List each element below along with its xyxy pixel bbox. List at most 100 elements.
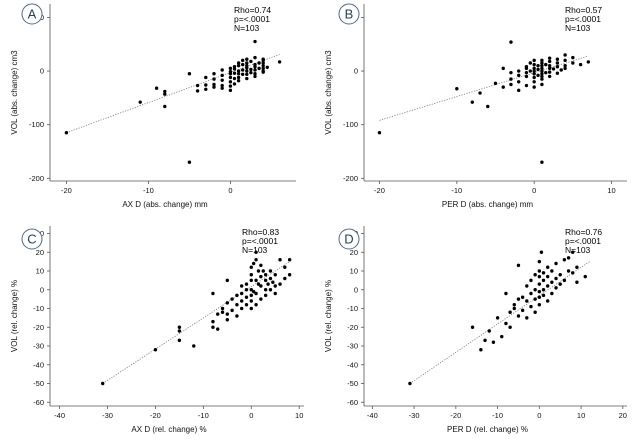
data-point <box>533 273 537 277</box>
x-tick-label: 0 <box>249 411 253 420</box>
data-point <box>273 291 277 296</box>
x-tick-label: 0 <box>537 411 541 420</box>
x-tick-label: -20 <box>450 411 461 420</box>
data-point <box>524 74 529 79</box>
data-point <box>245 72 249 76</box>
data-point <box>245 76 249 81</box>
y-axis-title: VOL (rel. change) % <box>324 280 333 352</box>
data-point <box>253 68 257 72</box>
data-point <box>504 291 508 296</box>
data-point <box>245 57 249 61</box>
data-point <box>537 303 542 307</box>
data-point <box>253 55 257 60</box>
panel-badge-label: A <box>28 7 37 22</box>
data-point <box>540 160 544 164</box>
data-point <box>220 68 224 72</box>
data-point <box>545 284 550 288</box>
data-point <box>554 261 558 266</box>
data-point <box>268 269 273 273</box>
y-tick-label: 0 <box>354 285 358 294</box>
data-point <box>495 316 500 320</box>
data-point <box>524 65 529 69</box>
data-point <box>245 69 249 73</box>
y-tick-label: 10 <box>36 267 44 276</box>
data-point <box>259 263 263 268</box>
panel-badge-circle <box>21 3 43 25</box>
data-point <box>512 306 516 311</box>
stat-annotation: N=103 <box>565 23 591 33</box>
x-tick-label: -30 <box>102 411 113 420</box>
data-point <box>470 325 475 329</box>
data-point <box>551 67 556 71</box>
data-point <box>547 59 552 64</box>
data-point <box>504 321 508 326</box>
data-point <box>532 58 536 63</box>
data-point <box>566 269 571 273</box>
y-tick-label: -200 <box>29 174 44 183</box>
data-point <box>261 70 265 74</box>
data-point <box>500 334 504 339</box>
y-tick-label: -20 <box>347 323 358 332</box>
y-tick-label: 0 <box>354 67 358 76</box>
data-point <box>236 61 241 65</box>
data-point <box>547 70 552 74</box>
x-tick-label: 10 <box>295 411 303 420</box>
data-point <box>517 80 521 84</box>
data-point <box>512 303 516 307</box>
data-point <box>253 39 257 44</box>
data-point <box>283 265 287 269</box>
data-point <box>509 82 513 87</box>
data-point <box>259 297 263 301</box>
data-point <box>562 258 567 262</box>
data-point <box>540 61 544 65</box>
data-point <box>532 72 536 76</box>
stat-annotation: Rho=0.76 <box>565 227 602 237</box>
data-point <box>163 89 167 94</box>
data-point <box>547 66 552 71</box>
data-point <box>509 40 513 44</box>
data-point <box>563 63 567 68</box>
data-point <box>232 71 237 75</box>
data-point <box>64 131 69 135</box>
data-point <box>253 62 257 67</box>
data-point <box>253 72 257 76</box>
stat-annotation: p=<.0001 <box>565 236 601 246</box>
data-point <box>575 265 579 269</box>
data-point <box>271 280 275 284</box>
data-point <box>239 284 244 288</box>
data-point <box>254 250 258 254</box>
data-point <box>540 72 544 76</box>
x-tick-label: 10 <box>577 411 585 420</box>
data-point <box>540 82 544 87</box>
y-tick-label: -40 <box>33 360 44 369</box>
data-point <box>236 72 241 76</box>
data-point <box>249 293 253 298</box>
data-point <box>236 69 241 73</box>
y-tick-label: -10 <box>33 304 44 313</box>
panel-badge-circle <box>338 3 360 25</box>
data-point <box>263 293 268 298</box>
y-tick-label: -200 <box>343 174 358 183</box>
fit-line <box>379 55 589 121</box>
x-tick-label: -10 <box>451 186 462 195</box>
data-point <box>244 282 249 286</box>
data-point <box>508 310 512 314</box>
data-point <box>239 299 244 303</box>
data-point <box>547 74 552 79</box>
data-point <box>228 80 233 84</box>
x-tick-label: -40 <box>54 411 65 420</box>
data-point <box>555 57 560 61</box>
data-point <box>540 63 544 68</box>
x-tick-label: -20 <box>61 186 72 195</box>
data-point <box>257 61 261 65</box>
data-point <box>558 282 562 286</box>
data-point <box>517 69 521 73</box>
data-point <box>249 306 253 311</box>
data-point <box>232 76 237 81</box>
stat-annotation: Rho=0.74 <box>234 5 271 15</box>
data-point <box>256 282 261 286</box>
data-point <box>263 278 268 283</box>
data-point <box>537 269 542 273</box>
data-point <box>244 303 249 307</box>
